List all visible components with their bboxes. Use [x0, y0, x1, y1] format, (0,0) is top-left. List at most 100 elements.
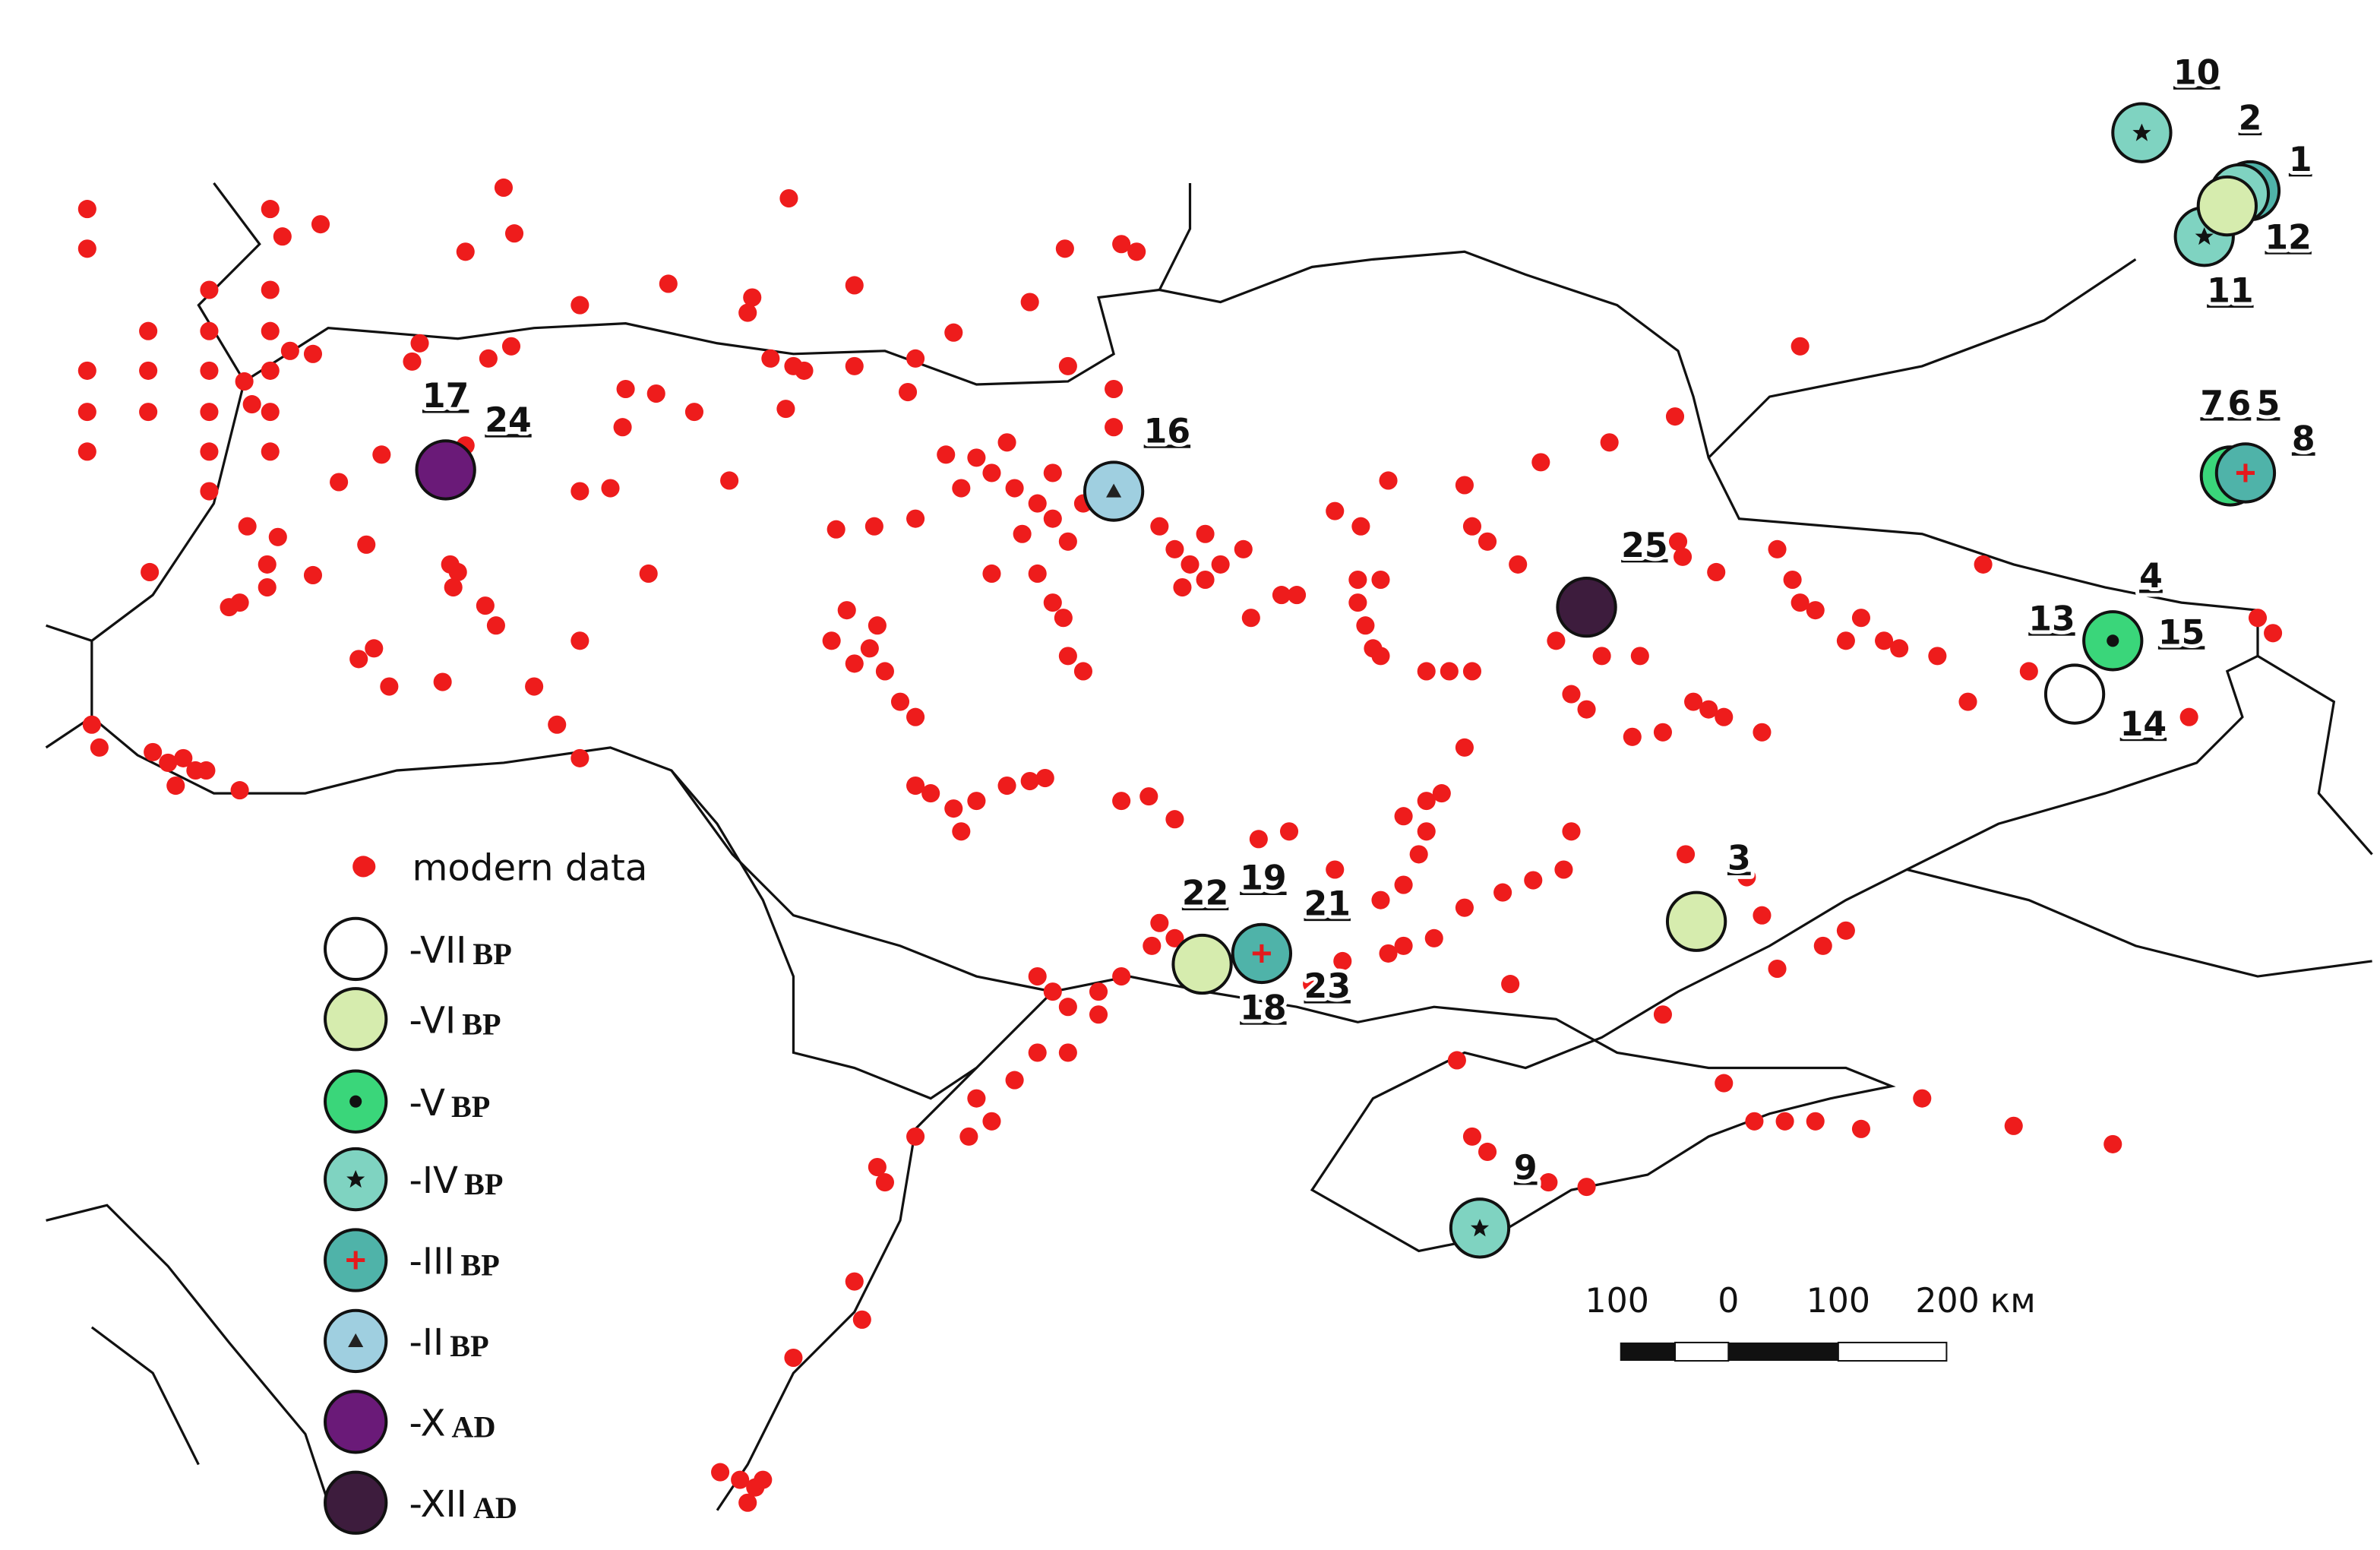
- modern-data-dot: [1043, 509, 1062, 528]
- modern-data-dot: [967, 448, 986, 467]
- modern-data-dot: [1249, 830, 1268, 849]
- site-marker: [324, 1470, 388, 1535]
- modern-data-dot: [261, 280, 280, 299]
- modern-data-dot: [852, 1310, 871, 1329]
- modern-data-dot: [1547, 631, 1566, 650]
- legend-label: -II: [409, 1321, 444, 1364]
- modern-data-dot: [139, 321, 158, 340]
- modern-data-dot: [476, 596, 495, 615]
- modern-data-dot: [1112, 966, 1131, 986]
- modern-data-dot: [845, 1272, 864, 1291]
- modern-data-dot: [571, 296, 589, 315]
- modern-data-dot: [1165, 810, 1184, 829]
- legend-label: modern data: [412, 847, 647, 890]
- modern-data-dot: [875, 1173, 894, 1192]
- modern-data-dot: [1379, 471, 1398, 490]
- modern-data-dot: [937, 445, 956, 464]
- modern-data-dot: [1165, 928, 1184, 947]
- modern-data-dot: [1791, 337, 1809, 356]
- legend-label: -VI: [409, 999, 456, 1042]
- legend-suffix: BP: [464, 1167, 503, 1201]
- modern-data-dot: [1028, 966, 1047, 986]
- scale-segment: [1728, 1342, 1838, 1362]
- modern-data-dot: [1143, 936, 1162, 955]
- modern-data-dot: [494, 178, 514, 198]
- modern-data-dot: [982, 1112, 1001, 1131]
- modern-data-dot: [1043, 463, 1062, 482]
- modern-data-dot: [238, 517, 257, 536]
- modern-data-dot: [280, 341, 299, 360]
- site-marker: [1171, 933, 1233, 995]
- marker-symbol: [346, 1251, 365, 1270]
- modern-data-dot: [1055, 239, 1074, 258]
- modern-data-dot: [1379, 944, 1398, 963]
- modern-data-dot: [1851, 609, 1871, 628]
- modern-data-dot: [571, 748, 589, 767]
- site-marker: [324, 1390, 388, 1454]
- site-label: 2: [2239, 100, 2262, 138]
- modern-data-dot: [639, 564, 658, 584]
- modern-data-dot: [1035, 768, 1054, 788]
- modern-data-dot: [372, 445, 391, 464]
- legend-suffix: BP: [462, 1007, 501, 1041]
- modern-data-dot: [1150, 913, 1169, 932]
- modern-data-dot: [1462, 662, 1482, 681]
- modern-data-dot: [77, 200, 96, 219]
- scale-label: 0: [1718, 1282, 1739, 1321]
- modern-data-dot: [1196, 524, 1215, 543]
- modern-data-dot: [1813, 936, 1832, 955]
- modern-data-dot: [1348, 593, 1367, 612]
- modern-data-dot: [1326, 501, 1345, 520]
- modern-data-dot: [1020, 293, 1039, 312]
- modern-data-dot: [1150, 517, 1169, 536]
- modern-data-dot: [1890, 639, 1909, 658]
- border: [45, 182, 2373, 1526]
- modern-data-dot: [303, 344, 323, 363]
- modern-data-dot: [349, 650, 368, 669]
- site-label: 16: [1144, 412, 1190, 451]
- modern-data-dot: [141, 562, 160, 581]
- modern-data-dot: [174, 748, 193, 767]
- modern-data-dot: [601, 479, 620, 498]
- modern-data-dot: [944, 323, 963, 342]
- modern-data-dot: [898, 382, 918, 402]
- modern-data-dot: [433, 672, 452, 691]
- modern-data-dot: [1394, 875, 1413, 894]
- modern-data-dot: [1089, 1005, 1108, 1024]
- modern-data-dot: [1836, 921, 1855, 940]
- modern-data-dot: [868, 616, 887, 635]
- modern-data-dot: [684, 403, 703, 422]
- legend-label: -X: [409, 1402, 445, 1444]
- modern-data-dot: [1054, 609, 1073, 628]
- modern-data-dot: [1737, 868, 1756, 887]
- modern-data-dot: [616, 379, 635, 399]
- modern-data-dot: [952, 479, 971, 498]
- modern-data-dot: [997, 433, 1016, 452]
- modern-data-dot: [1043, 593, 1062, 612]
- scale-segment: [1620, 1342, 1676, 1362]
- modern-data-dot: [754, 1470, 773, 1489]
- modern-data-dot: [1043, 982, 1062, 1001]
- modern-data-dot: [1348, 570, 1367, 590]
- modern-data-dot: [2248, 609, 2268, 628]
- modern-data-dot: [731, 1470, 750, 1489]
- site-label: 17: [422, 377, 469, 416]
- modern-data-dot: [711, 1463, 730, 1482]
- modern-data-dot: [525, 677, 544, 696]
- site-label: 6: [2228, 384, 2252, 423]
- modern-data-dot: [890, 692, 910, 711]
- modern-data-dot: [1279, 822, 1299, 841]
- modern-data-dot: [1089, 982, 1108, 1001]
- site-label: 23: [1304, 967, 1350, 1006]
- modern-data-dot: [845, 654, 864, 673]
- modern-data-dot: [77, 361, 96, 380]
- scale-label: 100: [1585, 1282, 1649, 1321]
- modern-data-dot: [2179, 707, 2198, 726]
- modern-data-dot: [822, 631, 841, 650]
- modern-data-dot: [261, 200, 280, 219]
- site-marker: [2043, 663, 2106, 725]
- modern-data-dot: [967, 1089, 986, 1108]
- modern-data-dot: [967, 792, 986, 811]
